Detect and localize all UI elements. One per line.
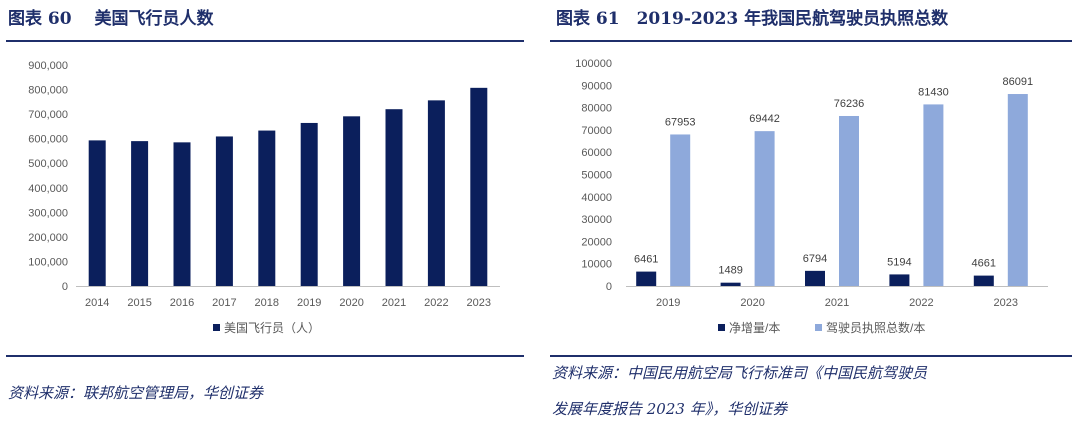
legend-label: 驾驶员执照总数/本 (826, 320, 925, 335)
y-tick-label: 90000 (581, 80, 612, 92)
right-title-rule (550, 40, 1072, 42)
left-chart-panel: 图表 60 美国飞行员人数 0 100,000 200,000 300,000 400,… (0, 0, 528, 431)
y-tick-label: 0 (62, 281, 68, 293)
x-tick-label: 2015 (127, 297, 151, 309)
y-tick-label: 80000 (581, 103, 612, 115)
y-tick-label: 40000 (581, 192, 612, 204)
bar (839, 115, 859, 287)
bar (88, 140, 106, 286)
y-tick-label: 30000 (581, 214, 612, 226)
y-tick-label: 20000 (581, 236, 612, 248)
x-tick-label: 2020 (740, 297, 764, 309)
legend-swatch (718, 324, 725, 331)
bar (343, 116, 361, 287)
x-tick-label: 2017 (212, 297, 236, 309)
right-bottom-rule (550, 355, 1072, 357)
x-tick-label: 2023 (467, 297, 491, 309)
x-tick-label: 2023 (994, 297, 1018, 309)
x-tick-label: 2019 (297, 297, 321, 309)
bar (1007, 94, 1028, 286)
us-pilots-bar-chart: 0 100,000 200,000 300,000 400,000 500,000 600,… (28, 60, 500, 335)
bar (636, 271, 657, 286)
bar (720, 282, 741, 286)
left-title-rule (6, 40, 524, 42)
bar (889, 274, 910, 286)
bar (385, 109, 403, 286)
y-tick-label: 300,000 (28, 207, 68, 219)
x-tick-label: 2022 (424, 297, 448, 309)
y-tick-label: 100000 (575, 58, 612, 70)
y-tick-label: 100,000 (28, 256, 68, 268)
bar (805, 270, 825, 286)
legend-swatch (213, 324, 220, 331)
data-label: 6461 (634, 254, 658, 266)
bar (470, 87, 488, 286)
y-tick-label: 200,000 (28, 232, 68, 244)
bar (427, 100, 445, 286)
right-source-line-2: 发展年度报告 2023 年》，华创证券 (552, 400, 788, 418)
china-pilot-license-bar-chart: 0 10000 20000 30000 40000 50000 60000 70000 8000… (575, 58, 1048, 335)
x-tick-label: 2018 (255, 297, 279, 309)
bar (754, 131, 775, 286)
data-label: 6794 (803, 253, 827, 265)
data-label: 4661 (972, 258, 996, 270)
bar (131, 141, 149, 286)
y-tick-label: 500,000 (28, 158, 68, 170)
data-label: 5194 (887, 256, 911, 268)
x-tick-label: 2019 (656, 297, 680, 309)
y-tick-label: 400,000 (28, 183, 68, 195)
data-label: 76236 (834, 98, 865, 110)
bar (670, 134, 691, 286)
legend-label: 净增量/本 (729, 321, 780, 335)
x-tick-label: 2021 (825, 297, 849, 309)
data-label: 1489 (718, 265, 742, 277)
y-tick-label: 10000 (581, 259, 612, 271)
bar (215, 136, 233, 286)
left-source-note: 资料来源：联邦航空管理局，华创证券 (8, 384, 264, 402)
legend-swatch (815, 324, 822, 331)
y-tick-label: 700,000 (28, 109, 68, 121)
x-tick-label: 2020 (339, 297, 363, 309)
data-label: 67953 (665, 116, 696, 128)
right-chart-title: 图表 61 2019-2023 年我国民航驾驶员执照总数 (556, 9, 949, 29)
left-bottom-rule (6, 355, 524, 357)
bar (300, 122, 318, 286)
y-tick-label: 70000 (581, 125, 612, 137)
y-tick-label: 800,000 (28, 85, 68, 97)
bar (258, 130, 276, 286)
x-tick-label: 2016 (170, 297, 194, 309)
x-tick-label: 2022 (909, 297, 933, 309)
data-label: 81430 (918, 86, 949, 98)
x-tick-label: 2014 (85, 297, 109, 309)
left-chart-title: 图表 60 美国飞行员人数 (8, 9, 214, 29)
y-tick-label: 50000 (581, 170, 612, 182)
bar (973, 275, 994, 286)
legend-label: 美国飞行员（人） (224, 321, 320, 335)
y-tick-label: 60000 (581, 147, 612, 159)
right-source-line-1: 资料来源：中国民用航空局飞行标准司《中国民航驾驶员 (552, 364, 928, 382)
bar (923, 104, 944, 286)
x-tick-label: 2021 (382, 297, 406, 309)
data-label: 69442 (749, 113, 780, 125)
bar (173, 142, 191, 286)
right-chart-panel: 图表 61 2019-2023 年我国民航驾驶员执照总数 0 10000 20000… (548, 0, 1080, 431)
data-label: 86091 (1003, 76, 1034, 88)
y-tick-label: 600,000 (28, 134, 68, 146)
y-tick-label: 900,000 (28, 60, 68, 72)
y-tick-label: 0 (606, 281, 612, 293)
